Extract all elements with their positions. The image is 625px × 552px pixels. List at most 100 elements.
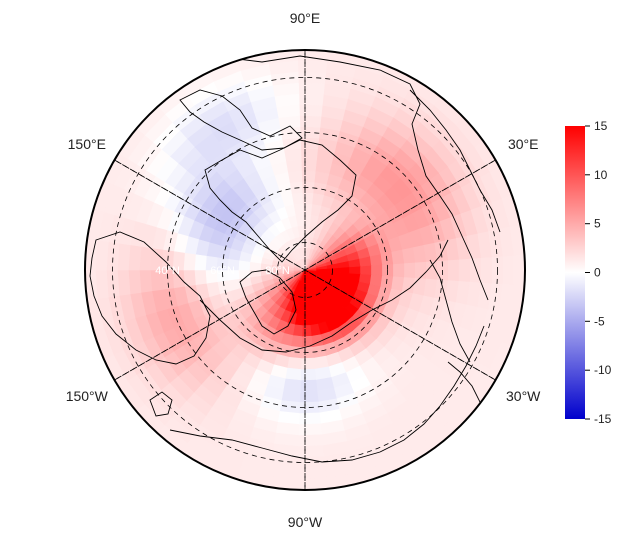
colorbar: 15 10 5 0 -5 -10 -15 (565, 119, 612, 426)
anomaly-cell (293, 268, 306, 271)
anomaly-cell (298, 93, 324, 107)
anomaly-cell (300, 159, 317, 172)
anomaly-cell (370, 264, 383, 276)
anomaly-cell (301, 170, 316, 183)
longitude-label: 150°E (68, 136, 106, 152)
anomaly-cell (299, 411, 322, 425)
anomaly-cell (291, 334, 304, 348)
latitude-circle (167, 132, 443, 408)
anomaly-cell (297, 60, 328, 74)
colorbar-gradient (565, 126, 585, 419)
anomaly-cell (139, 269, 153, 294)
anomaly-cell (117, 269, 132, 297)
anomaly-cell (301, 357, 316, 370)
anomaly-cell (447, 258, 459, 282)
colorbar-tick-label: 0 (594, 266, 601, 280)
anomaly-cell (106, 269, 121, 298)
anomaly-cell (139, 246, 153, 271)
colorbar-ticks: 15 10 5 0 -5 -10 -15 (585, 119, 612, 426)
anomaly-cell (390, 275, 405, 291)
latitude-circle (112, 77, 498, 463)
coastline-canada-arctic (179, 89, 303, 151)
anomaly-cell (348, 265, 361, 275)
colorbar-tick-label: 10 (594, 168, 608, 182)
graticule (112, 50, 498, 490)
longitude-label: 30°E (508, 136, 539, 152)
latitude-label: 40°N (155, 265, 180, 277)
anomaly-cell (359, 265, 372, 275)
coastline-scandinavia (239, 269, 297, 335)
coastline-north-america (199, 55, 489, 301)
anomaly-cell (293, 323, 304, 337)
anomaly-cell (285, 159, 302, 173)
anomaly-cell (238, 260, 251, 271)
anomaly-cell (106, 242, 121, 271)
anomaly-cell (297, 71, 327, 85)
anomaly-cell (279, 399, 301, 414)
longitude-labels: 90°W 30°W 150°W 30°E 150°E 90°E (66, 10, 541, 530)
anomaly-cell (298, 433, 324, 447)
map-border (84, 49, 526, 491)
colorbar-tick-label: 15 (594, 119, 608, 133)
colorbar-tick-label: -10 (594, 363, 612, 377)
anomaly-cell (281, 388, 302, 403)
anomaly-cell (128, 269, 142, 295)
coastline-asia-south (169, 325, 485, 463)
latitude-labels: 80°N 60°N 40°N (155, 265, 290, 277)
latitude-label: 80°N (265, 265, 290, 277)
anomaly-cell (302, 324, 313, 337)
anomaly-cell (183, 252, 197, 271)
longitude-label: 30°W (506, 388, 541, 404)
anomaly-cell (369, 274, 383, 287)
anomaly-cell (392, 262, 405, 278)
anomaly-cell (302, 203, 313, 216)
anomaly-cell (298, 82, 325, 96)
anomaly-cell (283, 377, 302, 392)
anomaly-cell (287, 170, 303, 184)
anomaly-cell (194, 269, 208, 286)
anomaly-cell (312, 182, 327, 196)
anomaly-cell (287, 356, 303, 370)
colorbar-tick-label: -15 (594, 412, 612, 426)
anomaly-cell (502, 255, 514, 285)
anomaly-cell (414, 261, 427, 279)
coastline-eurasia-north (199, 239, 449, 353)
anomaly-cell (249, 261, 262, 271)
longitude-label: 150°W (66, 388, 109, 404)
meridian-line (114, 159, 496, 381)
anomaly-cell (469, 257, 481, 283)
anomaly-cell (300, 379, 318, 392)
anomaly-cell (117, 243, 132, 271)
longitude-label: 90°E (290, 10, 321, 26)
coastline-greenland (204, 139, 357, 263)
anomaly-cell (458, 258, 470, 282)
coastline-alaska (409, 89, 501, 233)
anomaly-field (85, 50, 525, 490)
coastline-europe (89, 231, 211, 365)
anomaly-cell (300, 389, 320, 403)
coastline-kamchatka (429, 259, 471, 363)
colorbar-tick-label: 5 (594, 217, 601, 231)
anomaly-cell (403, 261, 416, 279)
anomaly-cell (513, 254, 525, 286)
anomaly-cell (299, 115, 322, 129)
anomaly-cell (95, 240, 110, 271)
anomaly-cell (298, 104, 323, 118)
anomaly-cell (283, 148, 302, 163)
anomaly-cell (297, 466, 328, 480)
map-disk: 80°N 60°N 40°N (85, 50, 525, 490)
latitude-label: 60°N (210, 265, 235, 277)
longitude-label: 90°W (288, 514, 323, 530)
anomaly-cell (301, 192, 314, 205)
anomaly-cell (95, 269, 110, 300)
anomaly-cell (285, 367, 302, 381)
colorbar-tick-label: -5 (594, 314, 605, 328)
anomaly-cell (300, 148, 318, 161)
anomaly-cell (302, 214, 312, 227)
anomaly-cell (194, 254, 208, 271)
anomaly-cell (300, 368, 317, 381)
anomaly-cell (183, 269, 197, 288)
anomaly-cell (128, 245, 142, 271)
anomaly-cell (298, 422, 323, 436)
